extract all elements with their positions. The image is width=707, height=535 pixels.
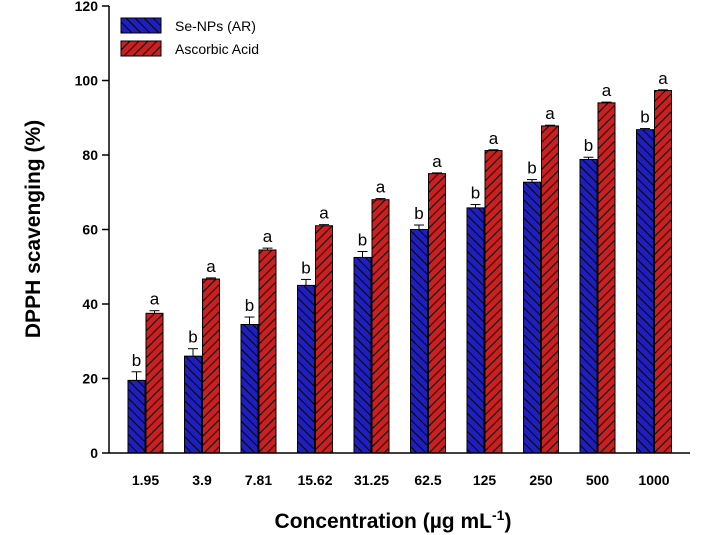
- bar-ascorbic-acid: [541, 125, 559, 454]
- bar-se-nps: [579, 158, 598, 454]
- x-axis-title: Concentration (µg mL-1): [275, 507, 512, 533]
- x-axis-title-superscript: -1: [492, 507, 505, 523]
- significance-label-se-nps: b: [245, 296, 254, 315]
- x-tick-label: 1000: [638, 472, 669, 488]
- x-tick-label: 3.9: [192, 472, 212, 488]
- x-tick-label: 1.95: [132, 472, 159, 488]
- x-tick-label: 31.25: [354, 472, 389, 488]
- bar-se-nps: [297, 284, 315, 454]
- significance-label-ascorbic-acid: a: [602, 81, 612, 100]
- significance-label-se-nps: b: [132, 351, 141, 370]
- bar-se-nps: [410, 229, 428, 454]
- y-tick-label: 100: [75, 73, 99, 89]
- significance-label-se-nps: b: [471, 184, 480, 203]
- bar-ascorbic-acid: [145, 312, 164, 454]
- bar-ascorbic-acid: [202, 278, 220, 454]
- significance-label-se-nps: b: [188, 328, 197, 347]
- significance-label-ascorbic-acid: a: [432, 152, 442, 171]
- x-tick-label: 15.62: [297, 472, 332, 488]
- y-tick-label: 80: [82, 147, 98, 163]
- significance-label-se-nps: b: [584, 136, 593, 155]
- x-tick-label: 7.81: [245, 472, 272, 488]
- bar-ascorbic-acid: [597, 102, 616, 454]
- significance-label-se-nps: b: [301, 258, 310, 277]
- x-axis-ticks: 1.95 3.9 7.81 15.62 31.25 62.5 125 250 500 1000: [132, 472, 670, 488]
- significance-label-ascorbic-acid: a: [489, 129, 499, 148]
- x-axis-title-end: ): [504, 510, 511, 533]
- bar-se-nps: [240, 323, 259, 454]
- y-tick-label: 120: [75, 0, 99, 14]
- y-tick-label: 40: [82, 296, 98, 312]
- bar-se-nps: [636, 129, 654, 454]
- legend: Se-NPs (AR) Ascorbic Acid: [120, 17, 259, 57]
- significance-label-ascorbic-acid: a: [319, 204, 329, 223]
- bar-ascorbic-acid: [258, 249, 277, 454]
- x-tick-label: 125: [473, 472, 497, 488]
- significance-label-se-nps: b: [358, 230, 367, 249]
- y-tick-label: 0: [90, 445, 98, 461]
- x-tick-label: 250: [529, 472, 553, 488]
- bar-ascorbic-acid: [654, 90, 672, 454]
- plot-area: b a b a b a b a b a b a b a b a b a b a: [127, 69, 672, 454]
- bar-ascorbic-acid: [371, 199, 390, 454]
- significance-label-ascorbic-acid: a: [150, 290, 160, 309]
- significance-label-ascorbic-acid: a: [376, 178, 386, 197]
- significance-label-ascorbic-acid: a: [206, 257, 216, 276]
- significance-label-se-nps: b: [527, 159, 536, 178]
- legend-swatch-se-nps: [120, 17, 162, 34]
- x-tick-label: 62.5: [414, 472, 441, 488]
- bar-se-nps: [127, 379, 146, 454]
- bar-se-nps: [466, 207, 485, 454]
- bar-se-nps: [353, 256, 372, 454]
- significance-label-se-nps: b: [640, 108, 649, 127]
- legend-label-ascorbic-acid: Ascorbic Acid: [175, 41, 259, 57]
- y-axis-ticks: 0 20 40 60 80 100 120: [75, 0, 109, 461]
- significance-label-ascorbic-acid: a: [658, 69, 668, 88]
- bar-ascorbic-acid: [428, 173, 446, 454]
- significance-label-se-nps: b: [414, 204, 423, 223]
- significance-label-ascorbic-acid: a: [545, 104, 555, 123]
- bar-se-nps: [523, 181, 541, 454]
- legend-swatch-ascorbic-acid: [120, 40, 162, 57]
- bar-ascorbic-acid: [484, 150, 503, 454]
- bar-se-nps: [184, 355, 202, 454]
- x-axis-title-main: Concentration (µg mL: [275, 510, 493, 533]
- y-tick-label: 60: [82, 222, 98, 238]
- x-tick-label: 500: [586, 472, 610, 488]
- bar-ascorbic-acid: [315, 225, 333, 454]
- y-axis-title: DPPH scavenging (%): [22, 120, 45, 338]
- y-tick-label: 20: [82, 371, 98, 387]
- legend-label-se-nps: Se-NPs (AR): [175, 18, 256, 34]
- significance-label-ascorbic-acid: a: [263, 227, 273, 246]
